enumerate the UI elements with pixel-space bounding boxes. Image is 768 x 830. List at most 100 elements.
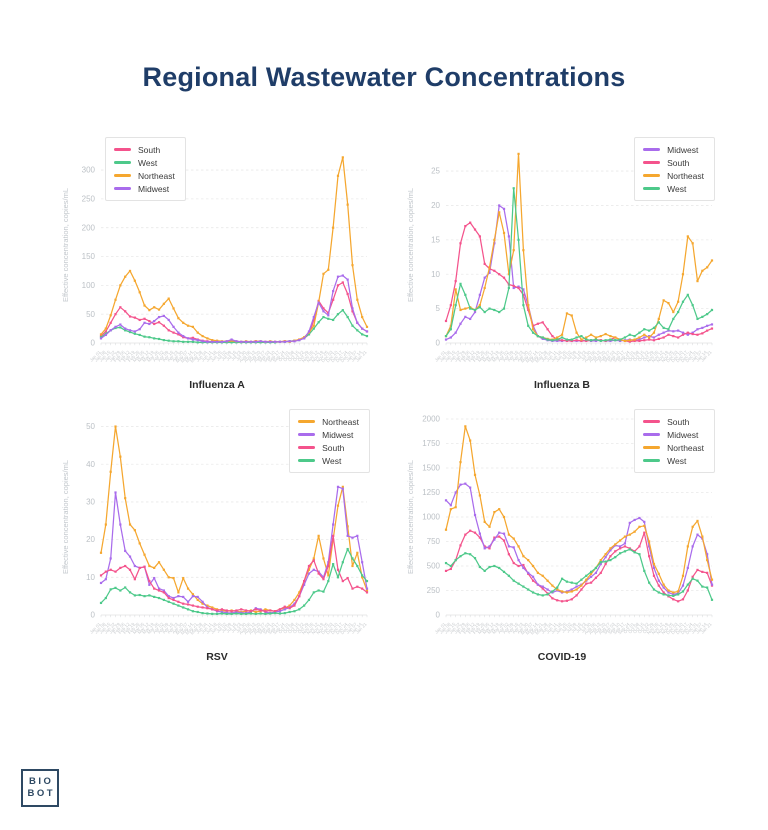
data-point <box>133 332 136 335</box>
data-point <box>138 566 141 569</box>
legend-label: West <box>138 157 158 168</box>
chart-canvas-rsv: 0 10 20 30 40 50 Effective concentration, copi… <box>61 422 369 636</box>
data-point <box>464 425 467 428</box>
data-point <box>623 339 627 343</box>
data-point <box>312 318 315 322</box>
data-point <box>177 604 180 607</box>
data-point <box>493 269 496 272</box>
data-point <box>191 336 194 339</box>
data-point <box>469 221 472 224</box>
legend-item-midwest: Midwest <box>643 143 704 156</box>
data-point <box>701 269 704 272</box>
data-point <box>104 578 107 581</box>
data-point <box>230 341 233 344</box>
data-point <box>691 304 694 307</box>
data-point <box>570 590 573 593</box>
data-point <box>191 338 194 341</box>
data-point <box>167 339 170 342</box>
data-point <box>522 249 525 252</box>
data-point <box>119 455 122 458</box>
data-point <box>681 273 685 276</box>
data-point <box>172 602 175 605</box>
data-point <box>327 579 330 583</box>
data-point <box>206 612 209 615</box>
data-point <box>469 307 472 310</box>
data-point <box>604 553 607 556</box>
data-point <box>196 598 199 602</box>
data-point <box>619 339 622 343</box>
data-point <box>269 612 272 615</box>
data-point <box>667 591 670 594</box>
data-point <box>628 333 631 336</box>
data-point <box>235 612 238 615</box>
data-point <box>157 587 161 590</box>
data-point <box>167 596 170 600</box>
data-point <box>565 599 569 602</box>
data-point <box>498 204 501 207</box>
data-point <box>254 607 257 610</box>
chart-influenza-b: 0 5 10 15 20 25 Effective concentration, copie… <box>384 133 729 391</box>
data-point <box>604 560 607 563</box>
data-point <box>517 545 520 548</box>
data-point <box>517 152 520 155</box>
legend-item-northeast: Northeast <box>298 415 359 428</box>
y-tick-label: 10 <box>86 573 95 582</box>
data-point <box>633 551 636 554</box>
data-point <box>317 589 320 592</box>
data-point <box>119 306 122 309</box>
data-point <box>444 335 448 338</box>
data-point <box>128 568 132 571</box>
data-point <box>365 325 369 328</box>
data-point <box>691 331 694 334</box>
data-point <box>672 330 675 333</box>
data-point <box>182 576 185 580</box>
data-point <box>128 330 132 334</box>
data-point <box>177 600 180 603</box>
data-point <box>560 333 564 336</box>
data-point <box>556 339 559 343</box>
data-point <box>196 341 199 344</box>
data-point <box>667 329 670 332</box>
data-point <box>541 594 544 597</box>
data-point <box>104 333 107 337</box>
data-point <box>153 595 156 599</box>
y-tick-label: 0 <box>91 339 96 348</box>
data-point <box>220 608 224 611</box>
series-line-midwest <box>445 483 713 596</box>
data-point <box>498 310 501 314</box>
data-point <box>493 564 496 568</box>
data-point <box>351 307 354 310</box>
data-point <box>575 331 578 334</box>
data-point <box>546 588 549 591</box>
data-point <box>336 568 340 571</box>
data-point <box>556 336 559 339</box>
data-point <box>346 547 349 551</box>
data-point <box>507 553 510 556</box>
data-point <box>469 486 472 489</box>
data-point <box>312 591 315 594</box>
legend-covid-19: South Midwest Northeast West <box>634 409 715 473</box>
y-tick-label: 250 <box>82 194 96 203</box>
data-point <box>619 547 622 550</box>
data-point <box>459 555 462 558</box>
data-point <box>706 329 709 332</box>
data-point <box>104 523 107 526</box>
data-point <box>133 529 136 532</box>
legend-swatch <box>643 433 661 436</box>
data-point <box>599 335 602 338</box>
data-point <box>259 341 262 344</box>
data-point <box>322 590 325 593</box>
data-point <box>240 612 243 615</box>
legend-item-northeast: Northeast <box>643 441 704 454</box>
data-point <box>517 559 520 562</box>
data-point <box>652 339 656 342</box>
y-axis-label: Effective concentration, copies/mL <box>61 460 70 574</box>
legend-item-midwest: Midwest <box>643 428 704 441</box>
data-point <box>177 595 180 598</box>
data-point <box>686 545 689 548</box>
data-point <box>585 336 588 339</box>
legend-label: South <box>322 442 345 453</box>
data-point <box>201 340 204 343</box>
data-point <box>201 341 204 344</box>
y-tick-label: 5 <box>436 304 441 313</box>
